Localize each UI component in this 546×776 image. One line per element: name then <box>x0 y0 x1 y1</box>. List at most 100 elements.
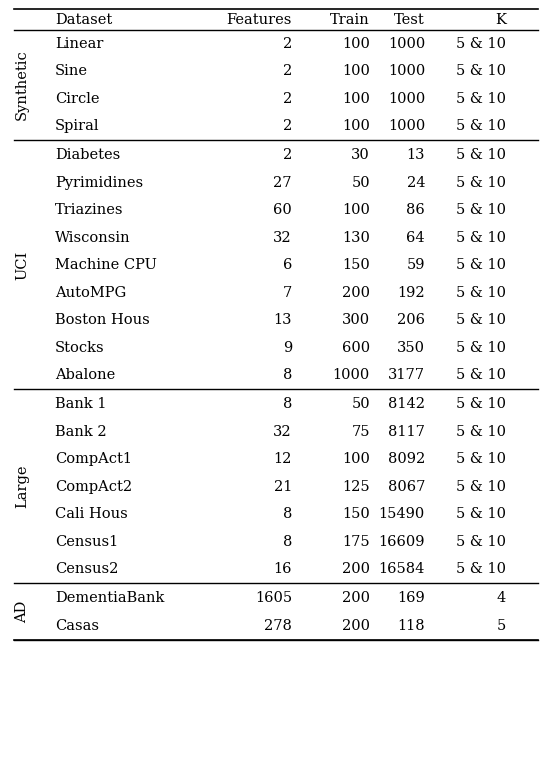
Text: 5 & 10: 5 & 10 <box>456 120 506 133</box>
Text: 5 & 10: 5 & 10 <box>456 480 506 494</box>
Text: 350: 350 <box>397 341 425 355</box>
Text: 5 & 10: 5 & 10 <box>456 258 506 272</box>
Text: Wisconsin: Wisconsin <box>55 230 130 244</box>
Text: 6: 6 <box>283 258 292 272</box>
Text: 125: 125 <box>342 480 370 494</box>
Text: 300: 300 <box>342 314 370 327</box>
Text: CompAct2: CompAct2 <box>55 480 132 494</box>
Text: 64: 64 <box>406 230 425 244</box>
Text: 600: 600 <box>342 341 370 355</box>
Text: 200: 200 <box>342 618 370 632</box>
Text: 1000: 1000 <box>388 92 425 106</box>
Text: 8117: 8117 <box>388 424 425 438</box>
Text: 21: 21 <box>274 480 292 494</box>
Text: 5 & 10: 5 & 10 <box>456 452 506 466</box>
Text: 175: 175 <box>342 535 370 549</box>
Text: 5 & 10: 5 & 10 <box>456 397 506 411</box>
Text: CompAct1: CompAct1 <box>55 452 132 466</box>
Text: Test: Test <box>394 13 425 27</box>
Text: 5 & 10: 5 & 10 <box>456 148 506 162</box>
Text: 2: 2 <box>283 36 292 50</box>
Text: AD: AD <box>15 601 29 623</box>
Text: 200: 200 <box>342 591 370 605</box>
Text: 5 & 10: 5 & 10 <box>456 508 506 521</box>
Text: Features: Features <box>227 13 292 27</box>
Text: Train: Train <box>330 13 370 27</box>
Text: 150: 150 <box>342 258 370 272</box>
Text: Census2: Census2 <box>55 563 118 577</box>
Text: 100: 100 <box>342 452 370 466</box>
Text: 169: 169 <box>397 591 425 605</box>
Text: 5 & 10: 5 & 10 <box>456 314 506 327</box>
Text: 4: 4 <box>497 591 506 605</box>
Text: 24: 24 <box>407 175 425 190</box>
Text: 130: 130 <box>342 230 370 244</box>
Text: 8067: 8067 <box>388 480 425 494</box>
Text: 86: 86 <box>406 203 425 217</box>
Text: 5 & 10: 5 & 10 <box>456 535 506 549</box>
Text: 206: 206 <box>397 314 425 327</box>
Text: 8: 8 <box>283 535 292 549</box>
Text: 8: 8 <box>283 369 292 383</box>
Text: 16: 16 <box>274 563 292 577</box>
Text: 278: 278 <box>264 618 292 632</box>
Text: 8092: 8092 <box>388 452 425 466</box>
Text: K: K <box>495 13 506 27</box>
Text: 59: 59 <box>407 258 425 272</box>
Text: 2: 2 <box>283 64 292 78</box>
Text: 192: 192 <box>397 286 425 300</box>
Text: 13: 13 <box>407 148 425 162</box>
Text: 27: 27 <box>274 175 292 190</box>
Text: 100: 100 <box>342 203 370 217</box>
Text: 1000: 1000 <box>333 369 370 383</box>
Text: 2: 2 <box>283 92 292 106</box>
Text: Census1: Census1 <box>55 535 118 549</box>
Text: 15490: 15490 <box>379 508 425 521</box>
Text: Diabetes: Diabetes <box>55 148 120 162</box>
Text: 5 & 10: 5 & 10 <box>456 563 506 577</box>
Text: Bank 1: Bank 1 <box>55 397 106 411</box>
Text: 16609: 16609 <box>378 535 425 549</box>
Text: 5 & 10: 5 & 10 <box>456 230 506 244</box>
Text: UCI: UCI <box>15 251 29 280</box>
Text: Spiral: Spiral <box>55 120 99 133</box>
Text: DementiaBank: DementiaBank <box>55 591 164 605</box>
Text: 8: 8 <box>283 397 292 411</box>
Text: 12: 12 <box>274 452 292 466</box>
Text: 50: 50 <box>352 175 370 190</box>
Text: 7: 7 <box>283 286 292 300</box>
Text: 200: 200 <box>342 563 370 577</box>
Text: 75: 75 <box>352 424 370 438</box>
Text: 8: 8 <box>283 508 292 521</box>
Text: 8142: 8142 <box>388 397 425 411</box>
Text: 1000: 1000 <box>388 64 425 78</box>
Text: 13: 13 <box>274 314 292 327</box>
Text: Circle: Circle <box>55 92 99 106</box>
Text: Boston Hous: Boston Hous <box>55 314 150 327</box>
Text: Machine CPU: Machine CPU <box>55 258 157 272</box>
Text: Triazines: Triazines <box>55 203 123 217</box>
Text: 100: 100 <box>342 64 370 78</box>
Text: 5 & 10: 5 & 10 <box>456 341 506 355</box>
Text: 30: 30 <box>351 148 370 162</box>
Text: 100: 100 <box>342 92 370 106</box>
Text: 2: 2 <box>283 120 292 133</box>
Text: Abalone: Abalone <box>55 369 115 383</box>
Text: Stocks: Stocks <box>55 341 105 355</box>
Text: 9: 9 <box>283 341 292 355</box>
Text: 200: 200 <box>342 286 370 300</box>
Text: AutoMPG: AutoMPG <box>55 286 126 300</box>
Text: 5 & 10: 5 & 10 <box>456 36 506 50</box>
Text: Pyrimidines: Pyrimidines <box>55 175 143 190</box>
Text: 32: 32 <box>274 230 292 244</box>
Text: 32: 32 <box>274 424 292 438</box>
Text: 5 & 10: 5 & 10 <box>456 92 506 106</box>
Text: 16584: 16584 <box>378 563 425 577</box>
Text: Large: Large <box>15 465 29 508</box>
Text: 1000: 1000 <box>388 36 425 50</box>
Text: 150: 150 <box>342 508 370 521</box>
Text: 5 & 10: 5 & 10 <box>456 286 506 300</box>
Text: Casas: Casas <box>55 618 99 632</box>
Text: Dataset: Dataset <box>55 13 112 27</box>
Text: 1605: 1605 <box>255 591 292 605</box>
